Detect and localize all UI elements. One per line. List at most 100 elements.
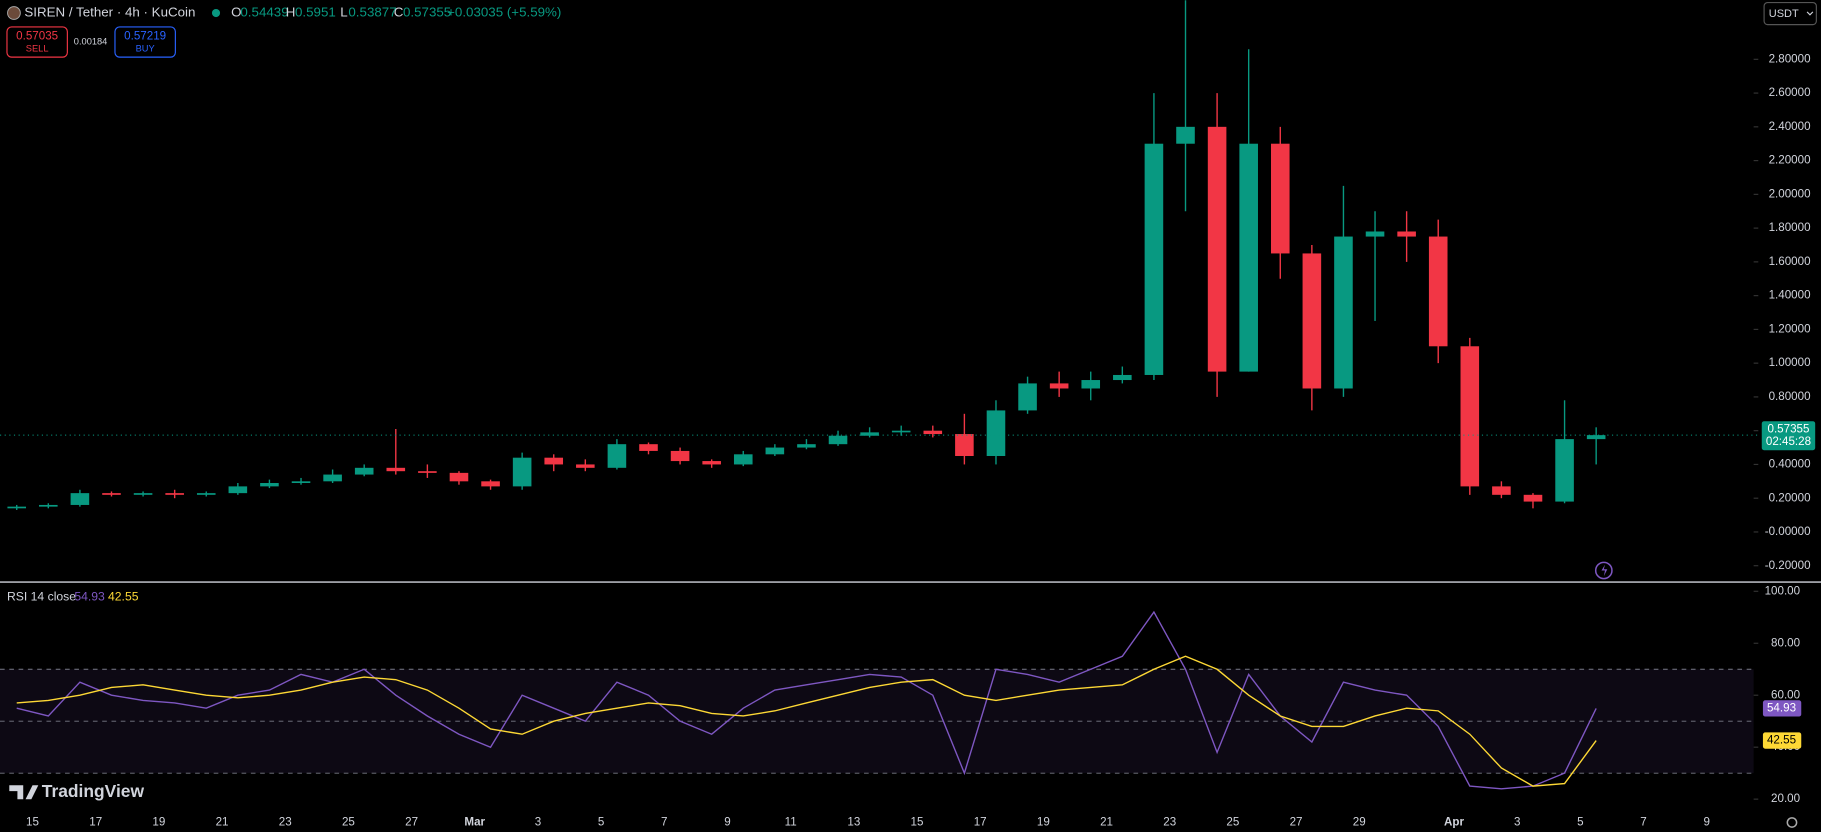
- candle-body: [1428, 236, 1448, 347]
- candle-body: [196, 493, 216, 495]
- y-tick-label: 2.40000: [1769, 120, 1811, 133]
- candle-body: [7, 506, 27, 509]
- rsi-value: 54.93: [1767, 701, 1796, 714]
- countdown: 02:45:28: [1766, 435, 1811, 448]
- candle-body: [70, 493, 90, 505]
- candle-body: [891, 430, 911, 433]
- candle-body: [1239, 143, 1258, 372]
- candle-body: [1397, 231, 1416, 237]
- ohlc-key: H: [286, 5, 296, 20]
- candle-body: [1365, 231, 1385, 237]
- candle-body: [354, 467, 374, 475]
- candle-body: [639, 444, 658, 451]
- y-tick-label: 0.40000: [1769, 458, 1811, 471]
- ohlc-value: 0.54439: [240, 5, 288, 20]
- x-tick-label: 17: [89, 816, 102, 829]
- status-dot: [211, 8, 221, 18]
- y-tick-label: 2.00000: [1769, 187, 1811, 200]
- candle-body: [1049, 383, 1069, 389]
- x-tick-label: 25: [1226, 816, 1239, 829]
- candle-body: [512, 457, 532, 487]
- candle-body: [828, 435, 848, 445]
- candle-body: [418, 471, 437, 473]
- x-tick-label: Mar: [464, 816, 485, 829]
- x-tick-label: 25: [342, 816, 355, 829]
- candle-body: [765, 447, 785, 455]
- candle-body: [481, 481, 500, 487]
- candle-body: [1492, 486, 1511, 495]
- rsi-ma-legend-value: 42.55: [108, 589, 139, 603]
- rsi-line: [16, 655, 1597, 787]
- rsi-y-tick-label: 100.00: [1765, 584, 1801, 597]
- candle-body: [955, 434, 974, 456]
- y-tick-label: 0.80000: [1769, 390, 1811, 403]
- candle-body: [1555, 439, 1574, 502]
- buy-price: 0.57219: [124, 29, 166, 42]
- candle-body: [228, 486, 248, 494]
- x-tick-label: 21: [216, 816, 229, 829]
- buy-button[interactable]: [114, 26, 176, 58]
- candle-body: [860, 432, 879, 436]
- x-tick-label: 17: [974, 816, 987, 829]
- candle-body: [165, 493, 184, 495]
- candle-body: [449, 472, 469, 482]
- settings-icon[interactable]: [1786, 817, 1798, 828]
- x-tick-label: 7: [661, 816, 667, 829]
- y-tick-label: -0.20000: [1765, 559, 1811, 572]
- candle-body: [1523, 494, 1543, 502]
- x-tick-label: 19: [1037, 816, 1050, 829]
- y-tick-label: 1.40000: [1769, 289, 1811, 302]
- rsi-value: 42.55: [1767, 734, 1796, 747]
- x-tick-label: Apr: [1444, 816, 1464, 829]
- y-tick-label: 0.20000: [1769, 491, 1811, 504]
- alert-icon[interactable]: [1594, 561, 1613, 580]
- x-tick-label: 9: [1703, 816, 1709, 829]
- candle-body: [102, 493, 121, 495]
- y-tick-label: 1.00000: [1769, 356, 1811, 369]
- candle-body: [1334, 236, 1353, 389]
- buy-label: BUY: [136, 43, 155, 53]
- rsi-y-tick-label: 60.00: [1771, 688, 1800, 701]
- y-tick-label: 2.20000: [1769, 154, 1811, 167]
- rsi-line: [16, 610, 1597, 790]
- dropdown-arrow: [1806, 11, 1814, 16]
- candle-body: [1113, 374, 1132, 381]
- x-tick-label: 3: [1514, 816, 1520, 829]
- rsi-y-tick-label: 20.00: [1771, 792, 1800, 805]
- y-tick-label: 1.60000: [1769, 255, 1811, 268]
- sell-label: SELL: [26, 43, 49, 53]
- x-tick-label: 11: [785, 816, 797, 829]
- x-tick-label: 23: [279, 816, 292, 829]
- alert-bolt: [1601, 564, 1608, 577]
- currency-button[interactable]: [1763, 1, 1817, 26]
- candle-body: [1586, 435, 1606, 440]
- y-tick-label: 1.80000: [1769, 221, 1811, 234]
- y-tick-label: 2.80000: [1769, 52, 1811, 65]
- x-tick-label: 5: [1577, 816, 1583, 829]
- logo-mark: [9, 785, 39, 800]
- candle-body: [260, 483, 279, 487]
- x-tick-label: 9: [724, 816, 730, 829]
- symbol-title[interactable]: SIREN / Tether · 4h · KuCoin: [24, 5, 195, 20]
- rsi-y-tick-label: 80.00: [1771, 636, 1800, 649]
- spread: 0.00184: [74, 36, 108, 46]
- candle-body: [133, 493, 153, 495]
- change: +0.03035 (+5.59%): [447, 5, 561, 20]
- sell-button[interactable]: [6, 26, 68, 58]
- rsi-title: RSI 14 close: [7, 589, 76, 603]
- candle-body: [544, 457, 564, 465]
- ohlc-value: 0.5951: [295, 5, 336, 20]
- ohlc-value: 0.53877: [348, 5, 396, 20]
- y-tick-label: -0.00000: [1765, 525, 1811, 538]
- candle-body: [386, 467, 406, 472]
- last-price: 0.57355: [1767, 422, 1809, 435]
- x-tick-label: 19: [152, 816, 165, 829]
- logo-text: TradingView: [42, 781, 145, 801]
- candle-body: [986, 410, 1006, 456]
- candle-body: [670, 450, 690, 462]
- candle-body: [291, 481, 311, 484]
- x-tick-label: 23: [1163, 816, 1176, 829]
- x-tick-label: 5: [598, 816, 604, 829]
